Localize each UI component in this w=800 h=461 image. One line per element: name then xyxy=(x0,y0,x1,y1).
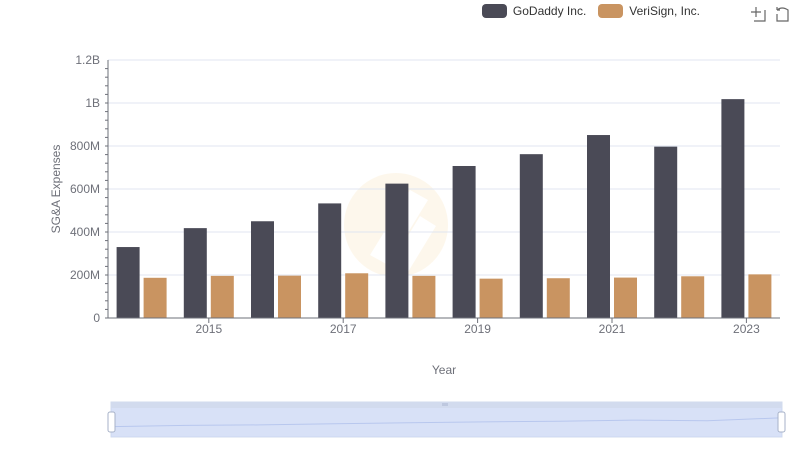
y-tick-label: 600M xyxy=(70,182,100,196)
x-axis-label: Year xyxy=(432,363,456,377)
x-tick-label: 2019 xyxy=(464,322,491,336)
bar-godaddy-2021[interactable] xyxy=(587,135,610,318)
data-zoom-grip[interactable] xyxy=(442,403,448,406)
bar-verisign-2018[interactable] xyxy=(412,275,436,318)
bar-godaddy-2016[interactable] xyxy=(251,221,274,318)
bar-verisign-2017[interactable] xyxy=(345,273,369,318)
legend: GoDaddy Inc. VeriSign, Inc. xyxy=(481,4,700,18)
bar-verisign-2022[interactable] xyxy=(681,276,705,318)
bar-godaddy-2019[interactable] xyxy=(452,165,476,318)
bar-verisign-2015[interactable] xyxy=(210,275,234,318)
y-tick-label: 1B xyxy=(85,96,100,110)
toolbox xyxy=(750,6,790,22)
y-tick-label: 0 xyxy=(93,311,100,325)
legend-item-verisign[interactable]: VeriSign, Inc. xyxy=(598,4,700,18)
bar-godaddy-2015[interactable] xyxy=(183,228,207,318)
legend-swatch-godaddy xyxy=(481,4,507,18)
legend-swatch-verisign xyxy=(598,4,624,18)
legend-label-verisign: VeriSign, Inc. xyxy=(629,4,700,18)
bar-verisign-2019[interactable] xyxy=(479,278,503,318)
x-tick-label: 2015 xyxy=(195,322,222,336)
bar-godaddy-2022[interactable] xyxy=(654,146,678,318)
y-tick-label: 400M xyxy=(70,225,100,239)
y-tick-label: 800M xyxy=(70,139,100,153)
bar-godaddy-2018[interactable] xyxy=(385,183,409,318)
x-tick-label: 2021 xyxy=(599,322,626,336)
bar-godaddy-2020[interactable] xyxy=(519,154,543,318)
data-zoom-slider[interactable] xyxy=(107,401,786,438)
x-tick-label: 2023 xyxy=(733,322,760,336)
bar-verisign-2020[interactable] xyxy=(546,278,570,318)
y-tick-label: 200M xyxy=(70,268,100,282)
bar-godaddy-2017[interactable] xyxy=(318,203,342,318)
restore-icon[interactable] xyxy=(774,6,790,22)
data-zoom-handle-right[interactable] xyxy=(777,411,786,433)
bar-godaddy-2014[interactable] xyxy=(116,247,140,318)
legend-label-godaddy: GoDaddy Inc. xyxy=(512,4,587,18)
bar-verisign-2023[interactable] xyxy=(748,274,772,318)
bar-verisign-2016[interactable] xyxy=(278,275,301,318)
legend-item-godaddy[interactable]: GoDaddy Inc. xyxy=(481,4,587,18)
data-zoom-handle-left[interactable] xyxy=(107,411,116,433)
x-tick-label: 2017 xyxy=(330,322,357,336)
bar-verisign-2021[interactable] xyxy=(614,277,637,318)
y-axis-label: SG&A Expenses xyxy=(49,145,63,234)
bar-verisign-2014[interactable] xyxy=(143,277,167,318)
zoom-icon[interactable] xyxy=(750,6,766,22)
y-tick-label: 1.2B xyxy=(75,53,100,67)
bar-godaddy-2023[interactable] xyxy=(721,99,745,318)
